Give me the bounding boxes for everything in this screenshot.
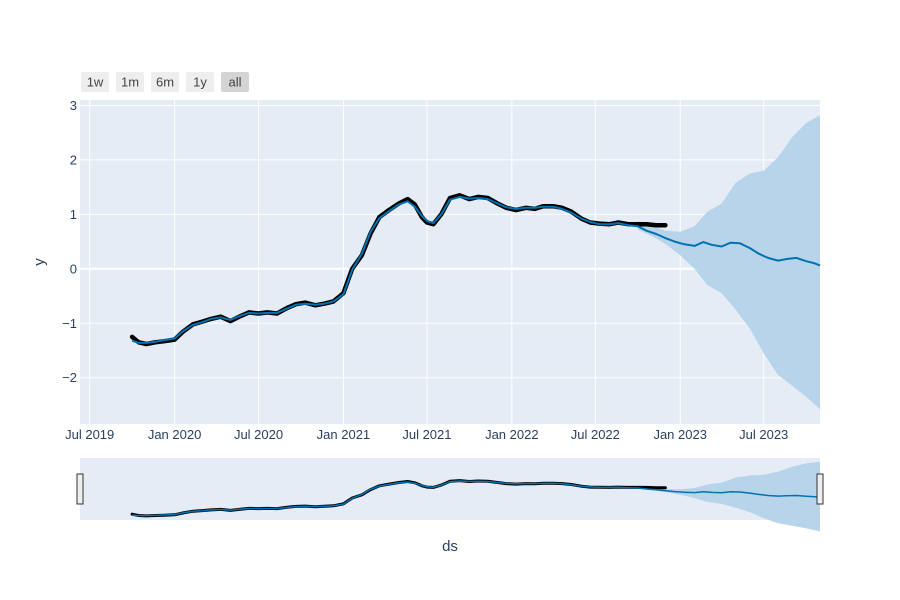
range-slider-right-handle[interactable] [816, 473, 824, 505]
y-axis-title: y [31, 258, 48, 266]
x-tick-label: Jul 2022 [571, 427, 620, 442]
range-slider-uncertainty-band [637, 461, 820, 532]
y-tick-label: 0 [70, 261, 77, 276]
range-button-bg[interactable] [151, 72, 179, 92]
x-tick-label: Jul 2023 [739, 427, 788, 442]
uncertainty-band [637, 115, 820, 410]
range-button-1w[interactable]: 1w [81, 72, 109, 92]
range-selector: 1w 1m 6m 1y all [81, 72, 249, 92]
range-button-bg[interactable] [81, 72, 109, 92]
range-button-1m[interactable]: 1m [116, 72, 144, 92]
range-slider-forecast-line [132, 480, 821, 517]
x-tick-label: Jan 2020 [148, 427, 202, 442]
range-button-6m[interactable]: 6m [151, 72, 179, 92]
forecast-line [131, 195, 821, 344]
range-button-all[interactable]: all [221, 72, 249, 92]
y-tick-label: 2 [70, 152, 77, 167]
y-tick-label: −2 [62, 370, 77, 385]
y-tick-label: 1 [70, 207, 77, 222]
range-button-label[interactable]: 1m [121, 75, 139, 90]
range-button-1y[interactable]: 1y [186, 72, 214, 92]
range-button-bg[interactable] [221, 72, 249, 92]
x-tick-label: Jul 2019 [65, 427, 114, 442]
y-tick-label: −1 [62, 316, 77, 331]
x-tick-label: Jul 2021 [402, 427, 451, 442]
y-axis-ticks: −2 −1 0 1 2 3 [62, 98, 77, 385]
x-tick-label: Jan 2022 [485, 427, 539, 442]
x-tick-label: Jan 2023 [653, 427, 707, 442]
x-axis-title: ds [442, 538, 458, 555]
range-button-label[interactable]: all [228, 75, 241, 90]
range-slider[interactable] [76, 458, 824, 532]
range-button-bg[interactable] [186, 72, 214, 92]
x-axis-ticks: Jul 2019 Jan 2020 Jul 2020 Jan 2021 Jul 2021… [65, 427, 788, 442]
range-slider-left-handle[interactable] [76, 473, 84, 505]
x-tick-label: Jul 2020 [234, 427, 283, 442]
range-button-bg[interactable] [116, 72, 144, 92]
x-tick-label: Jan 2021 [317, 427, 371, 442]
y-tick-label: 3 [70, 98, 77, 113]
range-button-label[interactable]: 1w [87, 75, 104, 90]
range-button-label[interactable]: 1y [193, 75, 207, 90]
range-button-label[interactable]: 6m [156, 75, 174, 90]
